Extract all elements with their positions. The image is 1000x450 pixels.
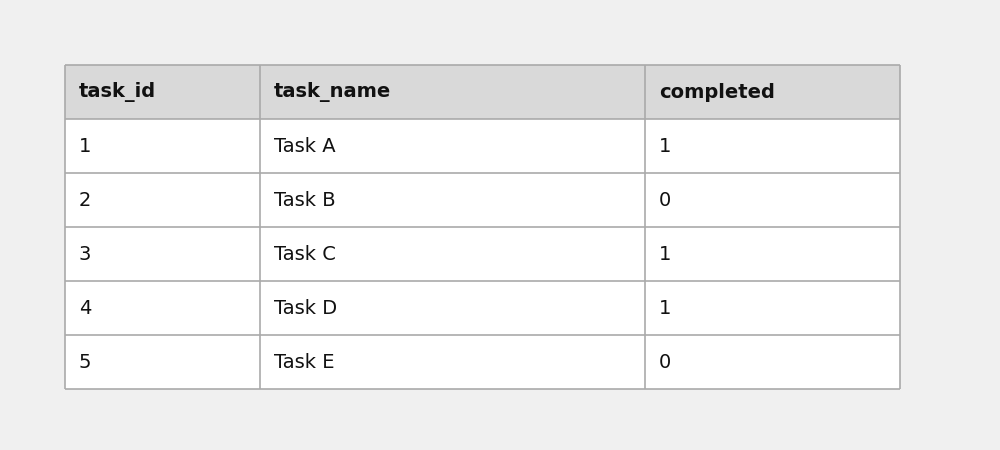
Bar: [260, 119, 645, 173]
Bar: [65, 119, 260, 173]
Bar: [65, 281, 260, 335]
Text: completed: completed: [659, 82, 775, 102]
Bar: [645, 173, 900, 227]
Text: 0: 0: [659, 190, 671, 210]
Text: 3: 3: [79, 244, 91, 264]
Text: 0: 0: [659, 352, 671, 372]
Text: Task C: Task C: [274, 244, 336, 264]
Text: Task B: Task B: [274, 190, 336, 210]
Bar: [65, 65, 260, 119]
Text: task_id: task_id: [79, 82, 156, 102]
Text: task_name: task_name: [274, 82, 391, 102]
Bar: [65, 173, 260, 227]
Bar: [645, 281, 900, 335]
Bar: [260, 65, 645, 119]
Text: 4: 4: [79, 298, 91, 318]
Text: 1: 1: [79, 136, 91, 156]
Text: 1: 1: [659, 136, 671, 156]
Text: Task A: Task A: [274, 136, 336, 156]
Bar: [645, 65, 900, 119]
Bar: [260, 335, 645, 389]
Bar: [260, 227, 645, 281]
Text: Task E: Task E: [274, 352, 334, 372]
Text: 2: 2: [79, 190, 91, 210]
Bar: [65, 227, 260, 281]
Bar: [260, 281, 645, 335]
Bar: [645, 227, 900, 281]
Text: Task D: Task D: [274, 298, 337, 318]
Bar: [65, 335, 260, 389]
Text: 1: 1: [659, 244, 671, 264]
Text: 5: 5: [79, 352, 92, 372]
Bar: [260, 173, 645, 227]
Bar: [645, 335, 900, 389]
Bar: [645, 119, 900, 173]
Text: 1: 1: [659, 298, 671, 318]
